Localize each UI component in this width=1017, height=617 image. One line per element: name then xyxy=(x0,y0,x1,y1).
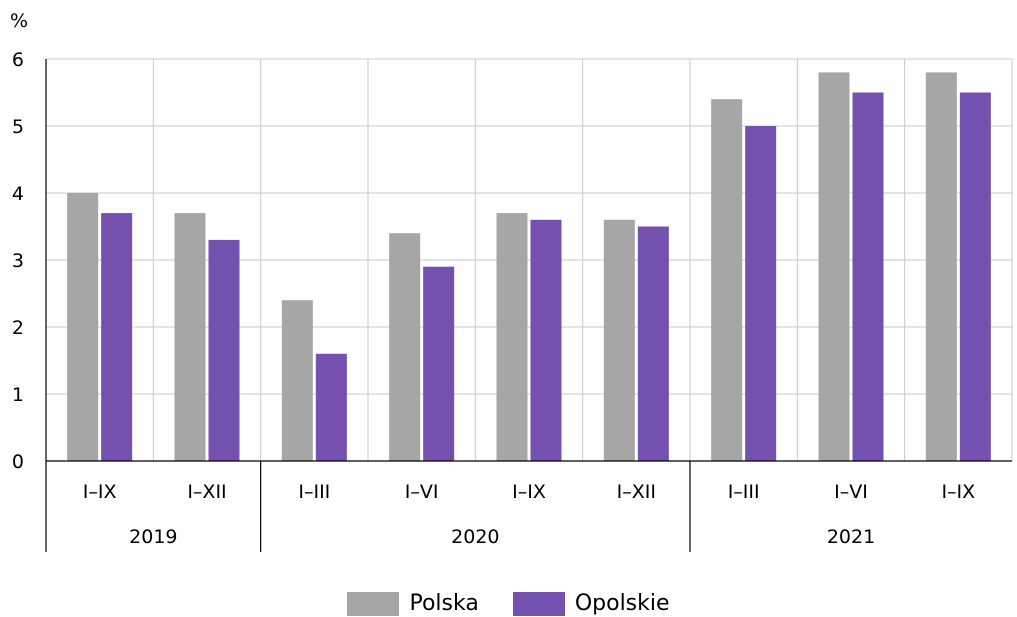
legend-item-opolskie: Opolskie xyxy=(512,591,670,616)
x-category-label: I–IX xyxy=(941,481,975,503)
x-category-label: I–VI xyxy=(834,481,868,503)
x-group-label: 2021 xyxy=(827,526,875,548)
y-tick-label: 6 xyxy=(12,49,24,71)
axes: 0 1 2 3 4 5 6 I–IX I–XII I–III I–VI I–IX I–XII I–III I… xyxy=(12,49,1012,552)
y-tick-label: 0 xyxy=(12,451,24,473)
bar-opolskie-5 xyxy=(637,226,669,461)
bar-polska-2 xyxy=(281,300,313,461)
x-category-label: I–III xyxy=(298,481,330,503)
bar-opolskie-4 xyxy=(530,219,562,461)
bar-opolskie-6 xyxy=(745,126,777,461)
bar-polska-1 xyxy=(174,213,206,461)
x-category-label: I–XII xyxy=(617,481,656,503)
bar-polska-3 xyxy=(389,233,421,461)
bar-chart: 0 1 2 3 4 5 6 I–IX I–XII I–III I–VI I–IX I–XII I–III I… xyxy=(10,10,1013,552)
legend-label-polska: Polska xyxy=(409,591,479,616)
y-tick-label: 1 xyxy=(12,384,24,406)
x-group-label: 2020 xyxy=(451,526,499,548)
x-category-label: I–XII xyxy=(187,481,226,503)
legend-swatch-polska xyxy=(347,591,400,616)
bars xyxy=(67,72,991,462)
bar-polska-8 xyxy=(925,72,957,462)
bar-polska-0 xyxy=(67,193,99,461)
y-axis-unit-label: % xyxy=(10,10,28,32)
bar-polska-5 xyxy=(603,219,635,461)
bar-opolskie-0 xyxy=(101,213,133,461)
x-category-label: I–IX xyxy=(512,481,546,503)
gridlines xyxy=(46,58,1013,461)
x-group-label: 2019 xyxy=(129,526,177,548)
bar-polska-7 xyxy=(818,72,850,462)
x-category-label: I–VI xyxy=(405,481,439,503)
bar-polska-4 xyxy=(496,213,528,461)
legend-item-polska: Polska xyxy=(347,591,479,616)
x-category-label: I–III xyxy=(728,481,760,503)
bar-opolskie-7 xyxy=(852,92,884,461)
y-tick-label: 5 xyxy=(12,116,24,138)
legend-swatch-opolskie xyxy=(512,591,565,616)
x-category-label: I–IX xyxy=(83,481,117,503)
legend: Polska Opolskie xyxy=(0,590,1017,617)
legend-label-opolskie: Opolskie xyxy=(574,591,670,616)
bar-opolskie-8 xyxy=(959,92,991,461)
bar-opolskie-1 xyxy=(208,239,240,461)
y-tick-label: 4 xyxy=(12,183,24,205)
bar-opolskie-3 xyxy=(423,266,455,461)
bar-opolskie-2 xyxy=(315,353,347,461)
bar-polska-6 xyxy=(711,99,743,461)
y-tick-label: 2 xyxy=(12,317,24,339)
y-tick-label: 3 xyxy=(12,250,24,272)
